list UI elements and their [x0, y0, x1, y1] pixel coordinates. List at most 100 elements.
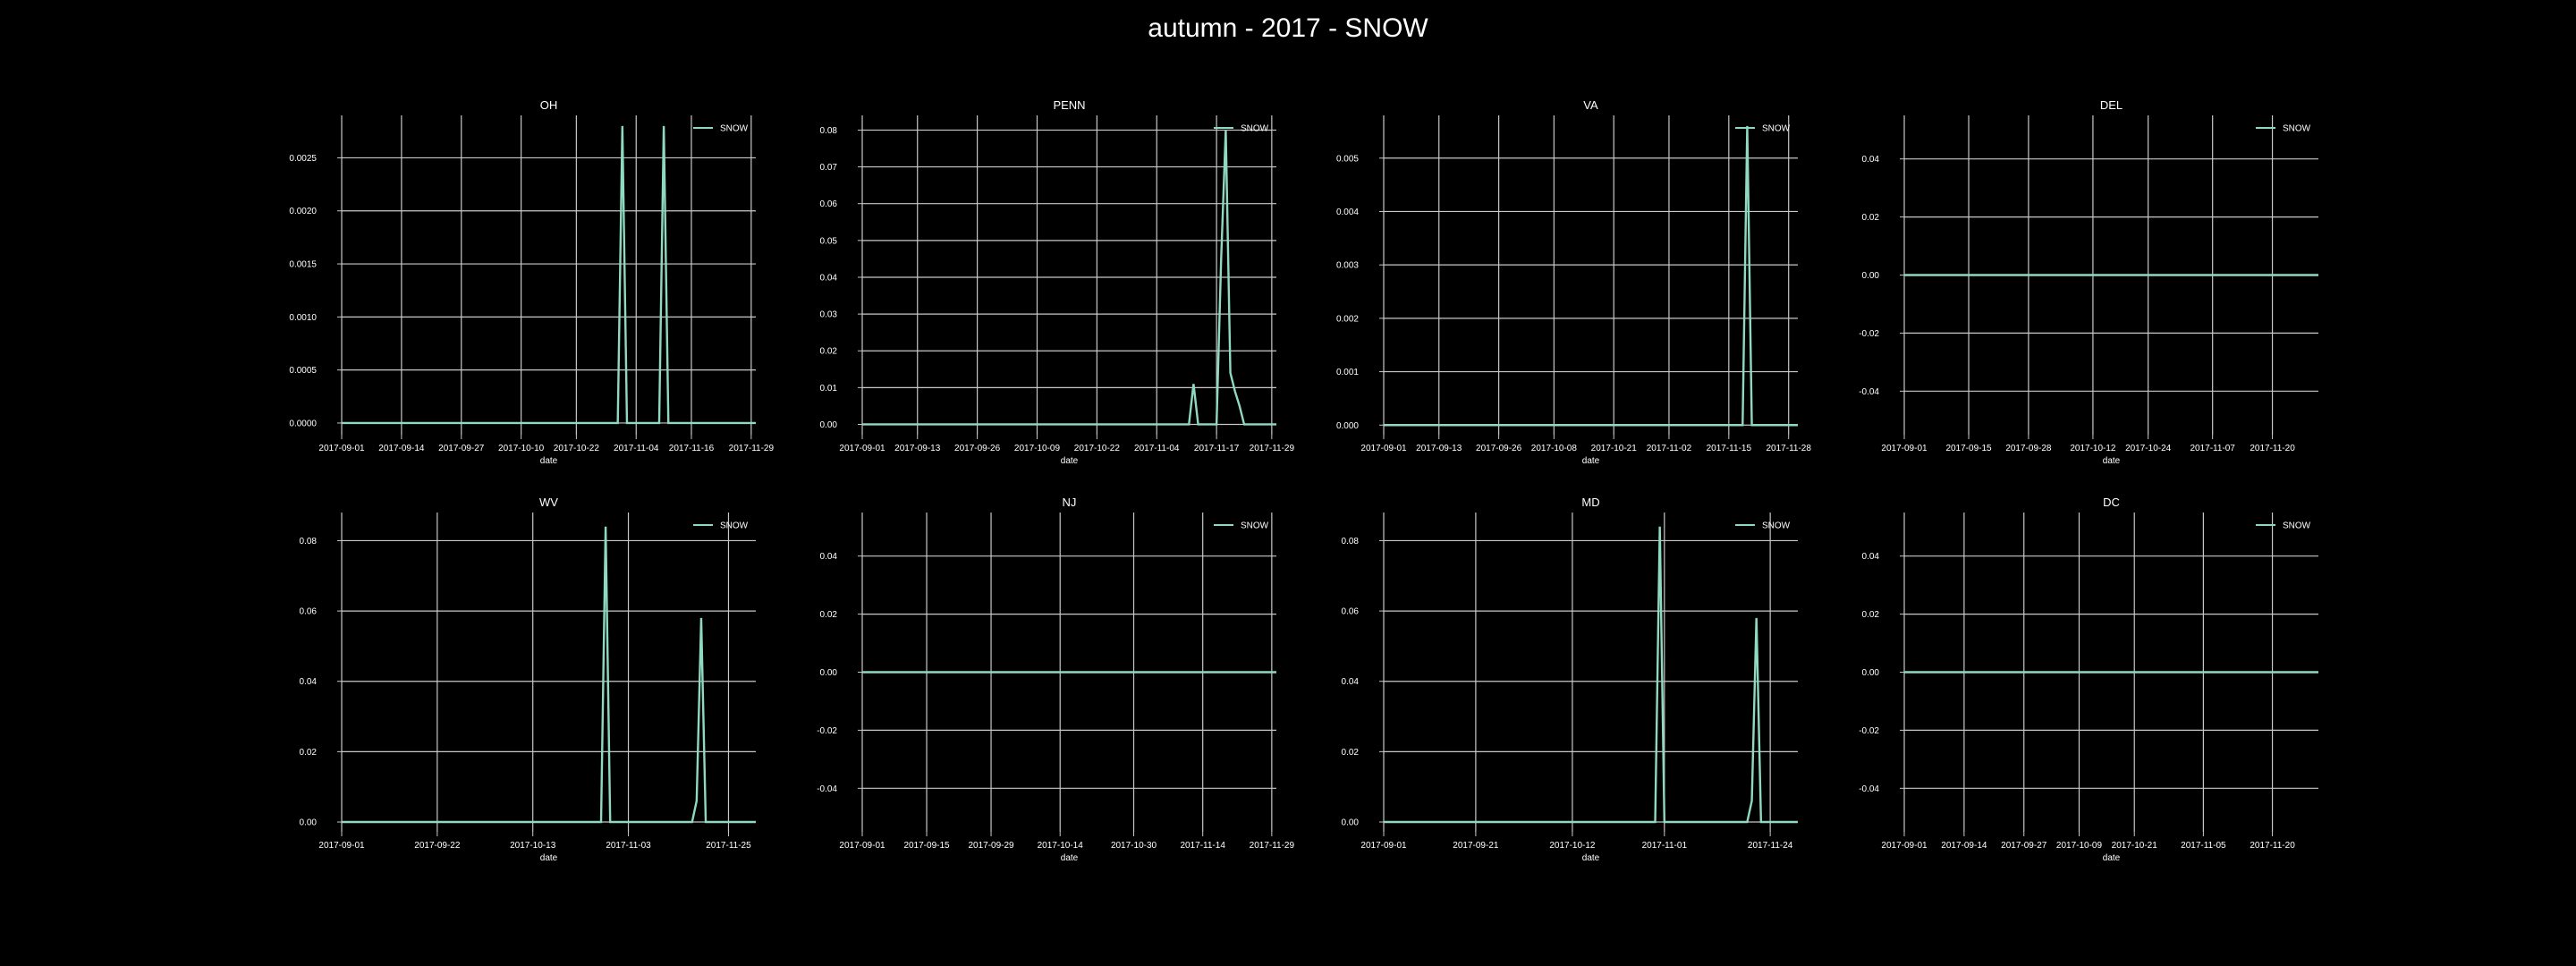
x-axis-label: date	[540, 853, 558, 863]
x-tick-label: 2017-09-01	[1881, 841, 1928, 851]
x-tick-label: 2017-11-25	[706, 841, 751, 851]
x-tick-label: 2017-09-01	[839, 841, 886, 851]
x-tick-label: 2017-09-01	[318, 841, 365, 851]
x-tick-label: 2017-11-04	[1134, 444, 1180, 453]
x-tick-label: 2017-10-30	[1111, 841, 1157, 851]
x-tick-label: 2017-11-01	[1642, 841, 1688, 851]
y-tick-label: 0.02	[1862, 610, 1880, 620]
subplot-nj: 2017-09-01 2017-09-15 2017-09-29 2017-10-14…	[817, 496, 1294, 863]
x-tick-label: 2017-11-07	[2190, 444, 2235, 453]
y-tick-label: 0.02	[1862, 213, 1880, 223]
y-tick-label: 0.04	[1342, 677, 1360, 687]
x-tick-label: 2017-09-01	[1360, 841, 1407, 851]
x-tick-label: 2017-09-26	[1476, 444, 1522, 453]
x-tick-label: 2017-10-22	[554, 444, 600, 453]
x-tick-label: 2017-09-14	[1941, 841, 1987, 851]
y-tick-label: 0.00	[1342, 818, 1360, 827]
y-tick-label: -0.02	[1859, 726, 1879, 736]
x-axis-label: date	[1582, 456, 1600, 466]
y-tick-label: 0.04	[1862, 155, 1880, 165]
y-tick-label: 0.00	[1862, 271, 1880, 281]
legend-label: SNOW	[1241, 124, 1269, 134]
y-tick-label: 0.02	[1342, 748, 1360, 758]
x-tick-label: 2017-10-12	[2070, 444, 2116, 453]
x-tick-label: 2017-10-21	[2112, 841, 2158, 851]
x-tick-label: 2017-10-22	[1074, 444, 1121, 453]
x-tick-label: 2017-11-29	[1250, 444, 1295, 453]
legend-label: SNOW	[2283, 521, 2311, 531]
y-tick-label: 0.02	[820, 347, 838, 357]
y-tick-label: 0.00	[1862, 668, 1880, 678]
y-tick-label: 0.05	[820, 236, 838, 246]
y-tick-label: 0.0000	[289, 419, 317, 428]
x-tick-label: 2017-09-26	[954, 444, 1001, 453]
subplot-title: DC	[2103, 496, 2120, 509]
y-tick-label: 0.0025	[289, 154, 317, 164]
x-tick-label: 2017-09-21	[1453, 841, 1499, 851]
y-tick-label: -0.04	[1859, 387, 1879, 397]
subplot-wv: 2017-09-01 2017-09-22 2017-10-13 2017-11-03…	[300, 496, 756, 863]
subplot-title: NJ	[1063, 496, 1077, 509]
y-tick-label: 0.04	[820, 273, 838, 283]
x-tick-label: 2017-10-24	[2125, 444, 2172, 453]
subplot-title: PENN	[1053, 98, 1085, 112]
x-tick-label: 2017-11-28	[1767, 444, 1812, 453]
x-tick-label: 2017-11-15	[1707, 444, 1752, 453]
x-tick-label: 2017-09-01	[1360, 444, 1407, 453]
legend-label: SNOW	[2283, 124, 2311, 134]
y-tick-label: -0.02	[817, 726, 837, 736]
subplot-va: 2017-09-01 2017-09-13 2017-09-26 2017-10-08…	[1336, 98, 1811, 466]
x-tick-label: 2017-09-22	[414, 841, 461, 851]
x-axis-label: date	[2103, 853, 2121, 863]
x-tick-label: 2017-10-14	[1038, 841, 1084, 851]
y-tick-label: 0.000	[1336, 421, 1359, 431]
x-tick-label: 2017-09-27	[438, 444, 485, 453]
x-tick-label: 2017-10-08	[1531, 444, 1578, 453]
x-tick-label: 2017-10-13	[510, 841, 556, 851]
subplot-dc: 2017-09-01 2017-09-14 2017-09-27 2017-10-09…	[1859, 496, 2318, 863]
series-line-snow	[342, 125, 756, 425]
x-tick-label: 2017-09-29	[968, 841, 1014, 851]
x-tick-label: 2017-11-20	[2250, 444, 2295, 453]
legend-label: SNOW	[1762, 521, 1791, 531]
y-tick-label: 0.002	[1336, 314, 1359, 324]
x-tick-label: 2017-09-28	[2005, 444, 2052, 453]
y-tick-label: -0.04	[1859, 784, 1879, 794]
y-tick-label: -0.02	[1859, 329, 1879, 339]
x-tick-label: 2017-09-13	[894, 444, 941, 453]
x-tick-label: 2017-11-16	[669, 444, 715, 453]
x-tick-label: 2017-10-09	[1014, 444, 1061, 453]
subplot-title: VA	[1583, 98, 1598, 112]
x-tick-label: 2017-11-20	[2250, 841, 2295, 851]
x-axis-label: date	[1061, 456, 1079, 466]
x-tick-label: 2017-09-01	[839, 444, 886, 453]
y-tick-label: 0.00	[820, 668, 838, 678]
x-axis-label: date	[1582, 853, 1600, 863]
x-axis-label: date	[540, 456, 558, 466]
subplot-md: 2017-09-01 2017-09-21 2017-10-12 2017-11-01…	[1342, 496, 1798, 863]
series-line-snow	[1384, 125, 1798, 427]
x-tick-label: 2017-11-24	[1748, 841, 1793, 851]
legend-label: SNOW	[720, 124, 749, 134]
y-tick-label: 0.06	[1342, 607, 1360, 617]
y-tick-label: 0.02	[300, 748, 318, 758]
legend-label: SNOW	[1762, 124, 1791, 134]
x-tick-label: 2017-10-12	[1549, 841, 1596, 851]
y-tick-label: 0.02	[820, 610, 838, 620]
y-tick-label: -0.04	[817, 784, 837, 794]
y-tick-label: 0.0005	[289, 366, 317, 376]
x-tick-label: 2017-11-29	[729, 444, 775, 453]
x-tick-label: 2017-10-10	[498, 444, 545, 453]
y-tick-label: 0.08	[1342, 537, 1360, 547]
x-tick-label: 2017-09-13	[1416, 444, 1462, 453]
y-tick-label: 0.003	[1336, 261, 1359, 271]
y-tick-label: 0.06	[820, 199, 838, 209]
series-line-snow	[862, 130, 1276, 426]
subplot-title: MD	[1581, 496, 1599, 509]
x-tick-label: 2017-09-14	[378, 444, 425, 453]
subplot-del: 2017-09-01 2017-09-15 2017-09-28 2017-10-12…	[1859, 98, 2318, 466]
y-tick-label: 0.0015	[289, 260, 317, 270]
x-tick-label: 2017-10-21	[1591, 444, 1638, 453]
x-tick-label: 2017-09-15	[903, 841, 950, 851]
